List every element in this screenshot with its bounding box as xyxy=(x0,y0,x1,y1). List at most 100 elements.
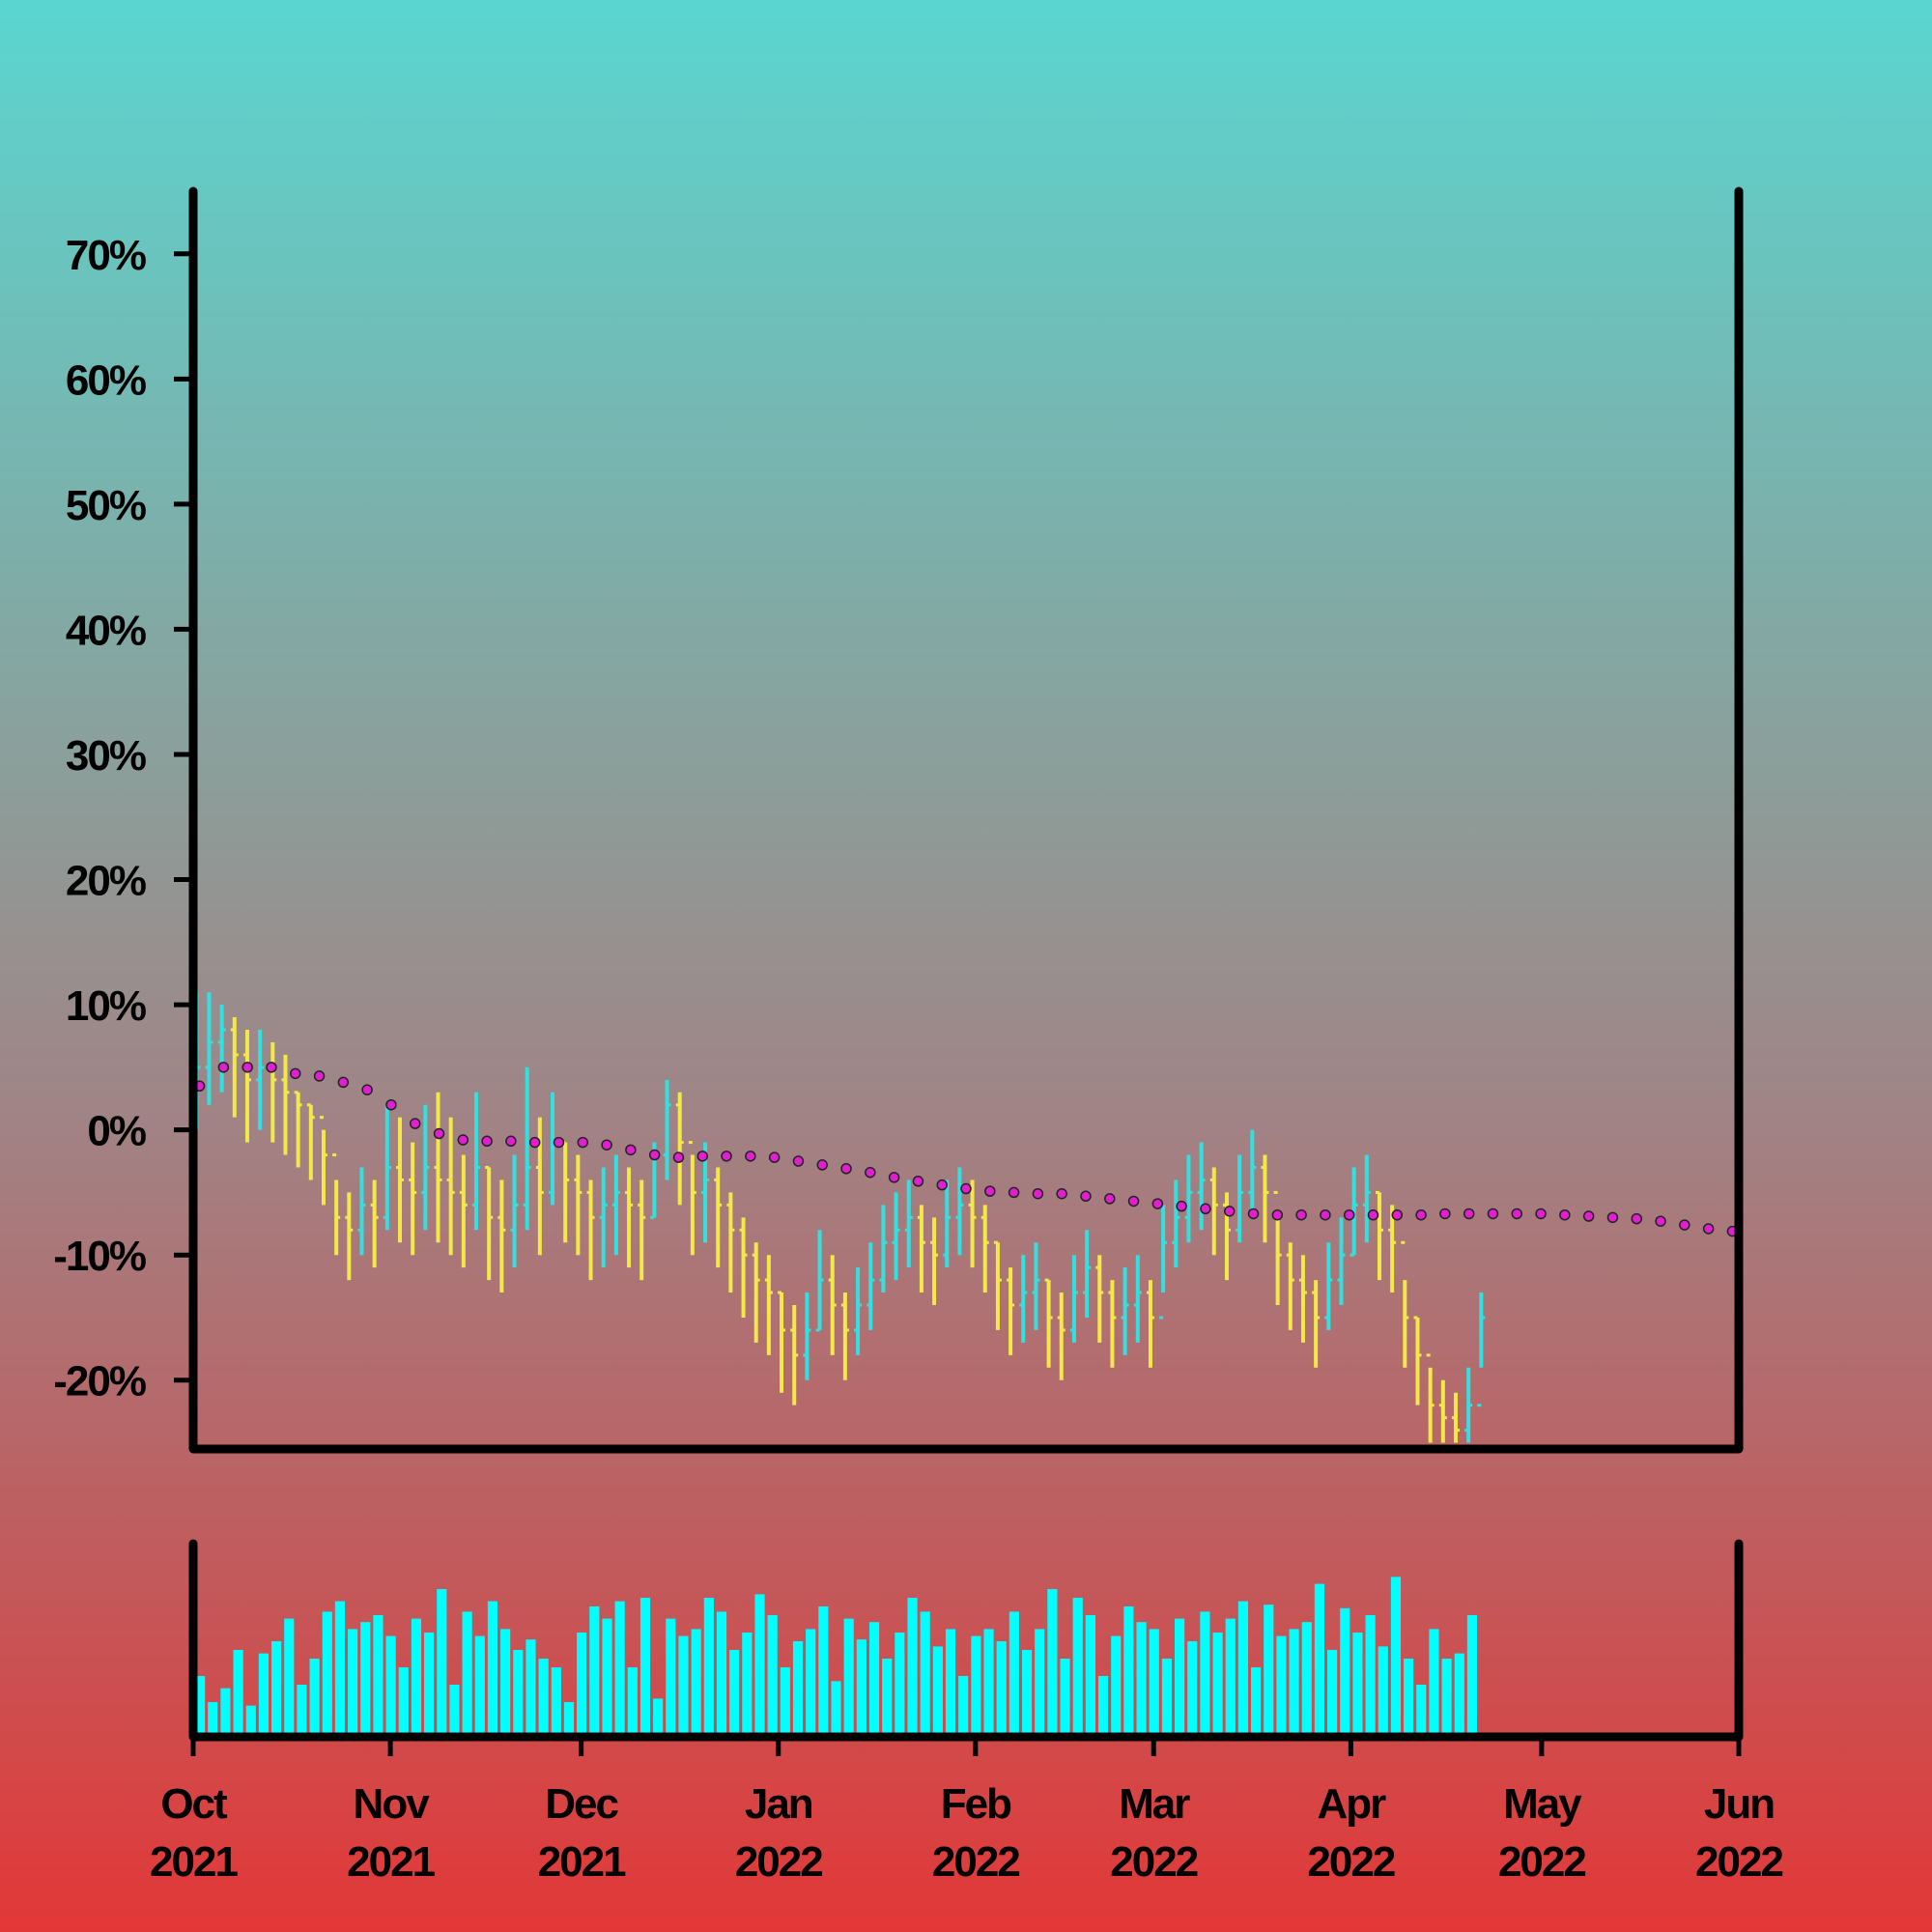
ohlc-bar xyxy=(1438,1379,1447,1443)
moving-average-point xyxy=(672,1151,685,1163)
moving-average-point xyxy=(337,1076,350,1089)
volume-bar xyxy=(1454,1653,1464,1737)
volume-bar xyxy=(1060,1659,1070,1737)
moving-average-point xyxy=(840,1163,852,1175)
ohlc-bar xyxy=(1083,1230,1092,1318)
moving-average-point xyxy=(1655,1215,1666,1227)
ohlc-bars xyxy=(192,992,1486,1443)
volume-bar xyxy=(462,1611,472,1737)
ohlc-bar xyxy=(1209,1167,1218,1256)
volume-bar xyxy=(882,1659,893,1737)
volume-bar xyxy=(678,1635,689,1737)
ohlc-bar xyxy=(726,1192,735,1293)
ohlc-bar xyxy=(904,1179,913,1268)
volume-bar xyxy=(1352,1633,1363,1737)
moving-average-point xyxy=(481,1135,493,1148)
volume-bar xyxy=(487,1601,498,1737)
volume-bar xyxy=(1429,1629,1439,1737)
ohlc-bar xyxy=(1298,1255,1307,1343)
ohlc-bar xyxy=(1044,1278,1053,1368)
volume-bar xyxy=(996,1641,1007,1737)
ohlc-bar xyxy=(370,1179,379,1268)
moving-average-point xyxy=(721,1151,732,1162)
moving-average-point xyxy=(696,1151,709,1162)
y-tick-label: 20% xyxy=(66,858,146,905)
y-tick-label: 0% xyxy=(87,1108,145,1155)
ohlc-bar xyxy=(930,1217,939,1306)
volume-bars xyxy=(195,1577,1478,1737)
volume-bar xyxy=(258,1653,270,1737)
ohlc-bar xyxy=(943,1179,952,1268)
volume-bar xyxy=(385,1635,396,1737)
volume-bar xyxy=(220,1688,231,1737)
moving-average-point xyxy=(1200,1203,1211,1215)
moving-average-point xyxy=(1247,1208,1260,1220)
ohlc-bar xyxy=(1362,1154,1371,1243)
y-axis-ticks: 70% 60% 50% 40% 30% 20% 10% 0% -10% -20% xyxy=(53,232,193,1406)
ohlc-bar xyxy=(1184,1154,1193,1243)
moving-average-point xyxy=(409,1118,421,1129)
x-tick-label-month: Feb xyxy=(941,1780,1011,1828)
volume-bar xyxy=(348,1629,358,1737)
ohlc-bar xyxy=(1337,1217,1346,1306)
ohlc-bar xyxy=(256,1030,265,1130)
ohlc-bar xyxy=(1069,1255,1078,1343)
volume-bar xyxy=(1035,1629,1045,1737)
ohlc-bar xyxy=(434,1092,442,1243)
moving-average-point xyxy=(1415,1208,1427,1221)
ohlc-bar xyxy=(1236,1154,1244,1243)
ohlc-bar xyxy=(1375,1190,1383,1281)
volume-bar xyxy=(271,1641,282,1737)
volume-bar xyxy=(551,1667,561,1737)
volume-bar xyxy=(1200,1611,1210,1737)
volume-bar xyxy=(1237,1601,1249,1737)
volume-bar xyxy=(1289,1629,1299,1737)
ohlc-bar xyxy=(778,1291,786,1393)
ohlc-bar xyxy=(549,1092,557,1206)
volume-bar xyxy=(1021,1650,1033,1737)
ohlc-bar xyxy=(688,1141,696,1256)
y-tick-label: -20% xyxy=(53,1358,146,1406)
moving-average-point xyxy=(266,1062,277,1073)
moving-average-point xyxy=(1223,1206,1236,1217)
ohlc-bar xyxy=(638,1179,646,1281)
ohlc-bar xyxy=(1413,1316,1422,1406)
moving-average-point xyxy=(505,1135,517,1148)
volume-bar xyxy=(1149,1629,1159,1737)
volume-bar xyxy=(1085,1615,1095,1737)
volume-bar xyxy=(1416,1685,1427,1737)
y-tick-label: 30% xyxy=(66,732,146,780)
moving-average-point xyxy=(1679,1219,1690,1231)
moving-average-point xyxy=(1391,1208,1404,1221)
ohlc-bar xyxy=(1324,1242,1333,1330)
moving-average-point xyxy=(290,1067,301,1080)
x-tick-label-month: Jun xyxy=(1704,1780,1774,1828)
volume-bar xyxy=(856,1639,867,1737)
ohlc-bar xyxy=(561,1141,570,1243)
volume-panel-frame xyxy=(188,1539,1744,1742)
moving-average-point xyxy=(960,1182,972,1195)
volume-bar xyxy=(1251,1667,1262,1737)
moving-average-point xyxy=(1104,1193,1116,1205)
x-tick-label-month: Dec xyxy=(545,1780,618,1828)
volume-bar xyxy=(703,1598,714,1737)
ohlc-bar xyxy=(523,1066,531,1231)
volume-bar xyxy=(1187,1641,1198,1737)
ohlc-bar xyxy=(1312,1280,1321,1368)
ohlc-bar xyxy=(1464,1367,1473,1443)
volume-bar xyxy=(818,1606,829,1737)
moving-average-point xyxy=(936,1179,948,1191)
ohlc-bar xyxy=(1019,1255,1028,1343)
ohlc-bar xyxy=(917,1205,925,1293)
x-tick-label-year: 2021 xyxy=(150,1838,238,1886)
ohlc-bar xyxy=(714,1167,723,1268)
volume-bar xyxy=(1378,1646,1388,1737)
moving-average-point xyxy=(1463,1208,1475,1220)
volume-bar xyxy=(895,1633,905,1737)
volume-bar xyxy=(437,1589,447,1737)
moving-average-point xyxy=(1056,1187,1067,1200)
moving-average-point xyxy=(1559,1208,1571,1221)
y-tick-label: 10% xyxy=(66,982,146,1030)
moving-average-point xyxy=(1487,1208,1499,1220)
ohlc-bar xyxy=(306,1103,315,1180)
